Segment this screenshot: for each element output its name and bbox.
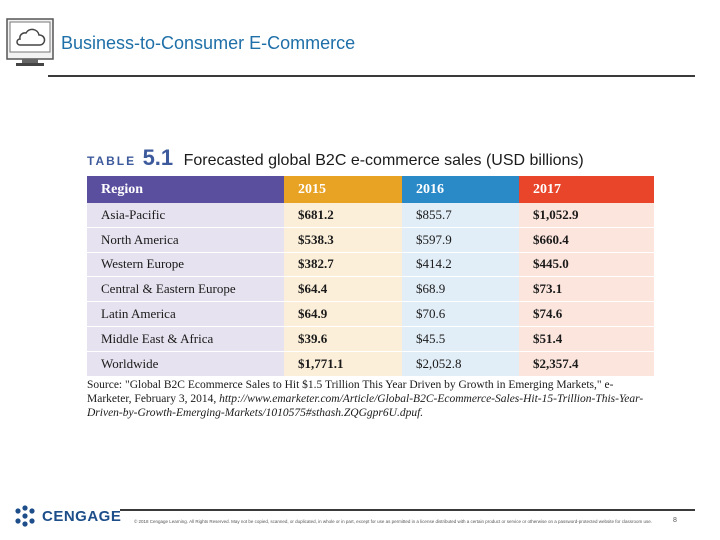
value-cell: $64.4 xyxy=(284,276,402,303)
sales-table: Region 2015 2016 2017 Asia-Pacific $681.… xyxy=(87,176,654,377)
copyright-notice: © 2018 Cengage Learning. All Rights Rese… xyxy=(133,519,653,524)
region-cell: Worldwide xyxy=(87,351,284,377)
table-header-row: Region 2015 2016 2017 xyxy=(87,176,654,203)
table-row: Worldwide $1,771.1 $2,052.8 $2,357.4 xyxy=(87,351,654,377)
value-cell: $64.9 xyxy=(284,301,402,327)
cloud-computer-icon xyxy=(6,18,56,68)
table-number: 5.1 xyxy=(142,145,174,170)
value-cell: $2,052.8 xyxy=(402,351,519,377)
value-cell: $73.1 xyxy=(519,276,654,303)
table-row: Western Europe $382.7 $414.2 $445.0 xyxy=(87,252,654,278)
cengage-mark-icon xyxy=(15,505,35,527)
cengage-logo: CENGAGE xyxy=(14,505,121,527)
source-text: Source: "Global B2C Ecommerce Sales to H… xyxy=(87,379,614,405)
value-cell: $382.7 xyxy=(284,252,402,278)
value-cell: $45.5 xyxy=(402,326,519,352)
title-divider xyxy=(48,75,695,77)
value-cell: $855.7 xyxy=(402,203,519,228)
table-row: Middle East & Africa $39.6 $45.5 $51.4 xyxy=(87,326,654,352)
table-title: Forecasted global B2C e-commerce sales (… xyxy=(183,152,584,169)
column-header-2017: 2017 xyxy=(519,176,654,203)
column-header-2016: 2016 xyxy=(402,176,519,203)
value-cell: $70.6 xyxy=(402,301,519,327)
value-cell: $74.6 xyxy=(519,301,654,327)
source-url[interactable]: http://www.emarketer.com/Article/Global-… xyxy=(87,393,644,419)
value-cell: $414.2 xyxy=(402,252,519,278)
value-cell: $660.4 xyxy=(519,227,654,253)
table-row: Asia-Pacific $681.2 $855.7 $1,052.9 xyxy=(87,203,654,228)
region-cell: Western Europe xyxy=(87,252,284,278)
table-caption: TABLE 5.1 Forecasted global B2C e-commer… xyxy=(87,145,584,171)
value-cell: $1,771.1 xyxy=(284,351,402,377)
value-cell: $68.9 xyxy=(402,276,519,303)
table-row: Latin America $64.9 $70.6 $74.6 xyxy=(87,301,654,327)
table-label: TABLE xyxy=(87,154,137,168)
value-cell: $538.3 xyxy=(284,227,402,253)
region-cell: Asia-Pacific xyxy=(87,203,284,228)
page-number: 8 xyxy=(673,517,677,524)
footer-divider xyxy=(120,509,695,511)
table-row: Central & Eastern Europe $64.4 $68.9 $73… xyxy=(87,276,654,303)
table-source-note: Source: "Global B2C Ecommerce Sales to H… xyxy=(87,378,657,420)
value-cell: $51.4 xyxy=(519,326,654,352)
region-cell: Latin America xyxy=(87,301,284,327)
slide-title: Business-to-Consumer E-Commerce xyxy=(61,33,356,53)
value-cell: $681.2 xyxy=(284,203,402,228)
table-row: North America $538.3 $597.9 $660.4 xyxy=(87,227,654,253)
value-cell: $39.6 xyxy=(284,326,402,352)
column-header-2015: 2015 xyxy=(284,176,402,203)
value-cell: $2,357.4 xyxy=(519,351,654,377)
region-cell: Middle East & Africa xyxy=(87,326,284,352)
value-cell: $445.0 xyxy=(519,252,654,278)
column-header-region: Region xyxy=(87,176,284,203)
region-cell: Central & Eastern Europe xyxy=(87,276,284,303)
value-cell: $1,052.9 xyxy=(519,203,654,228)
region-cell: North America xyxy=(87,227,284,253)
value-cell: $597.9 xyxy=(402,227,519,253)
brand-name: CENGAGE xyxy=(42,507,122,525)
